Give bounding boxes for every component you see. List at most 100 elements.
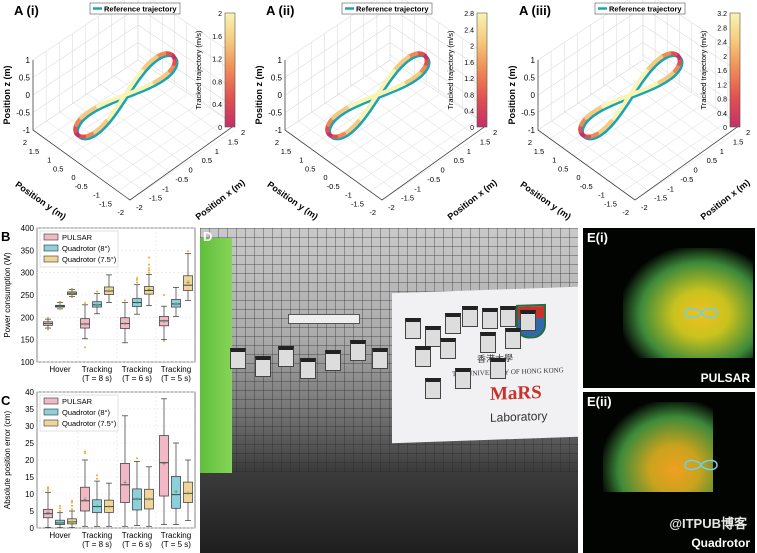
z-axis-label: Position z (m) (2, 66, 12, 125)
y-tick-label: 1 (299, 156, 303, 165)
grid-line (622, 121, 729, 192)
x-tick-label: -2 (388, 203, 395, 212)
grid-line (574, 86, 680, 157)
panel-label: B (1, 229, 10, 244)
y-tick-label: 200 (21, 313, 35, 322)
grid-line (32, 0, 236, 61)
grid-line (537, 59, 741, 131)
outlier-point (148, 269, 150, 272)
legend-label: Quadrotor (8°) (62, 408, 111, 417)
floor (200, 473, 578, 553)
y-tick-label: -1 (598, 191, 605, 200)
grid-line (381, 129, 488, 201)
outlier-point (84, 346, 86, 349)
colorbar-tick-label: 0.8 (464, 92, 474, 99)
tracked-trajectory-segment (119, 93, 127, 99)
z-tick-label: -0.5 (16, 109, 30, 118)
grid-line (363, 73, 461, 144)
mean-marker: + (83, 322, 87, 329)
x-axis-label: Position x (m) (699, 177, 752, 222)
panel-e-i-map: E(i) PULSAR (583, 228, 755, 388)
grid-line (284, 42, 488, 113)
grid-line (537, 24, 741, 96)
grid-line (634, 129, 741, 201)
grid-line (32, 24, 236, 96)
x-tick-label: 0 (189, 166, 193, 175)
box-quadrotor-7-5- (183, 481, 193, 503)
legend-swatch (43, 397, 59, 405)
outlier-point (71, 508, 73, 511)
z-tick-label: 0.5 (524, 74, 536, 83)
panel-a-i: 1 0.5 0 -0.5 -1 2 1.5 1 0.5 0 -0.5 -1 -1.5 -2 -2 -1.5 -1… (0, 0, 252, 222)
y-axis-label: Position y (m) (518, 179, 572, 221)
colorbar-tick-label: 0.4 (212, 102, 222, 109)
y-tick-label: 100 (21, 358, 35, 367)
colorbar (476, 12, 488, 128)
colorbar-label: Tracked trajectory (m/s) (446, 30, 455, 109)
reference-trajectory (75, 53, 179, 141)
colorbar-tick-label: 2.8 (464, 11, 474, 18)
mean-marker: + (162, 461, 166, 468)
category-label: Hover (49, 531, 71, 540)
panel-a-ii: 1 0.5 0 -0.5 -1 2 1.5 1 0.5 0 -0.5 -1 -1.5 -2 -2 -1.5 -1… (252, 0, 504, 222)
z-tick-label: 1 (531, 56, 536, 65)
x-tick-label: 0 (694, 166, 698, 175)
outlier-point (59, 510, 61, 512)
outlier-point (136, 277, 138, 280)
outlier-point (47, 316, 49, 319)
category-label: Tracking (122, 531, 152, 540)
panel-label-e-i: E(i) (587, 230, 608, 245)
category-label: (T = 6 s) (122, 540, 152, 549)
legend-box (89, 2, 181, 15)
z-tick-label: 0 (278, 91, 283, 100)
grid-line (32, 59, 236, 131)
z-tick-label: 1 (278, 56, 283, 65)
y-tick-label: 30 (25, 422, 34, 431)
outlier-point (96, 290, 98, 293)
outlier-point (47, 489, 49, 492)
x-tick-label: 1 (720, 147, 724, 156)
colorbar-tick-label: 1.6 (464, 60, 474, 67)
z-tick-label: -1 (23, 126, 31, 135)
box-pulsar (80, 486, 90, 512)
colorbar-tick-label: 0 (723, 125, 727, 132)
colorbar-tick-label: 3.2 (717, 11, 727, 18)
y-tick-label: 2 (275, 138, 279, 147)
x-tick-label: 2 (241, 128, 245, 137)
category-label: Tracking (161, 531, 191, 540)
y-tick-label: 150 (21, 336, 35, 345)
legend-label: PULSAR (62, 233, 93, 242)
colorbar (224, 12, 236, 128)
drone-image (490, 358, 506, 379)
y-tick-label: -1.5 (99, 199, 112, 208)
panel-label: C (1, 393, 11, 408)
grid-line (357, 112, 463, 183)
box-pulsar (159, 435, 169, 497)
grid-line (117, 121, 224, 192)
grid-line (32, 42, 236, 113)
mean-marker: + (58, 520, 62, 527)
outlier-point (59, 300, 61, 303)
y-tick-label: -1 (345, 191, 352, 200)
z-tick-label: 1 (26, 56, 31, 65)
y-tick-label: 2 (528, 138, 532, 147)
outlier-point (47, 486, 49, 489)
category-label: Tracking (82, 365, 112, 374)
grid-line (45, 120, 144, 191)
x-tick-label: -2 (641, 203, 648, 212)
drone-image (350, 340, 366, 361)
colorbar-tick-label: 1.6 (717, 68, 727, 75)
y-tick-label: 40 (25, 388, 34, 397)
legend-label: Quadrotor (7.5°) (62, 419, 117, 428)
x-tick-label: -1 (162, 184, 169, 193)
drone-image (440, 338, 456, 359)
grid-line (598, 103, 704, 174)
y-tick-label: 0.5 (53, 164, 63, 173)
y-tick-label: -0.5 (580, 182, 593, 191)
y-tick-label: 350 (21, 246, 35, 255)
x-tick-label: 2 (493, 128, 497, 137)
y-tick-label: 300 (21, 269, 35, 278)
mean-marker: + (70, 291, 74, 298)
point-cloud (623, 248, 753, 358)
outlier-point (71, 287, 73, 290)
